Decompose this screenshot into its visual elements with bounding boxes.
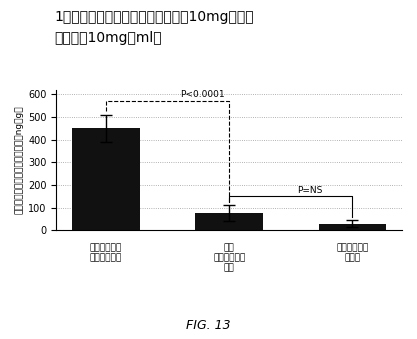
Text: 1腎動脈当たり、外膜グアネチジン10mgを投与: 1腎動脈当たり、外膜グアネチジン10mgを投与: [54, 10, 254, 24]
Y-axis label: 腎皮質ノルエピネフリン含有量（ng／g）: 腎皮質ノルエピネフリン含有量（ng／g）: [15, 106, 24, 214]
Text: 歴史的外科的
除神経: 歴史的外科的 除神経: [336, 243, 369, 262]
Text: ヒストリカル
コントロール: ヒストリカル コントロール: [90, 243, 122, 262]
Text: 外膜
グアネチジン
療法: 外膜 グアネチジン 療法: [213, 243, 245, 273]
Bar: [195, 213, 263, 231]
Bar: [319, 223, 386, 231]
Text: （濃度＝10mg／ml）: （濃度＝10mg／ml）: [54, 31, 162, 44]
Bar: [72, 128, 140, 231]
Text: P<0.0001: P<0.0001: [180, 90, 224, 99]
Text: FIG. 13: FIG. 13: [186, 319, 231, 332]
Text: P=NS: P=NS: [297, 186, 322, 195]
